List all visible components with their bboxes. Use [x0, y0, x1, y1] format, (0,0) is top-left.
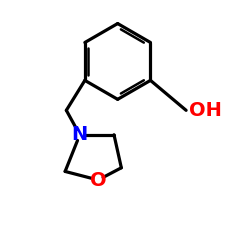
Text: O: O: [90, 170, 106, 190]
Text: OH: OH: [188, 101, 222, 120]
Text: N: N: [72, 125, 88, 144]
